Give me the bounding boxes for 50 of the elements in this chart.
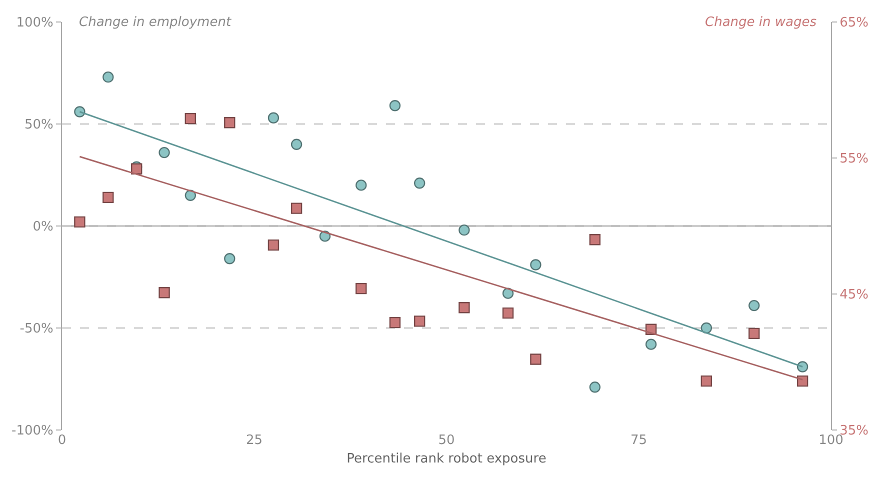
x-tick-label: 25 <box>246 433 263 448</box>
point <box>796 361 808 372</box>
point <box>74 106 86 118</box>
point <box>502 307 514 319</box>
point <box>414 316 426 327</box>
x-tick-label: 50 <box>438 433 455 448</box>
y2-tick-label: 55% <box>840 152 869 167</box>
point <box>268 239 280 251</box>
point <box>700 375 712 387</box>
point <box>158 146 170 158</box>
point <box>356 180 367 191</box>
point <box>224 253 236 264</box>
point <box>184 190 196 201</box>
y-axis-title: Change in employment <box>79 15 232 30</box>
point <box>645 338 657 350</box>
point <box>158 287 170 298</box>
point <box>184 112 196 124</box>
point <box>356 282 367 294</box>
y-tick-label: 0% <box>32 220 54 235</box>
y2-tick-label: 65% <box>840 16 869 31</box>
point <box>530 354 542 365</box>
point <box>748 328 760 340</box>
point <box>700 322 712 334</box>
y-tick-label: 100% <box>16 16 54 31</box>
x-axis-title: Percentile rank robot exposure <box>346 452 546 467</box>
point <box>268 112 280 124</box>
point <box>589 382 601 393</box>
point <box>74 216 86 228</box>
point <box>502 288 514 299</box>
point <box>458 224 470 236</box>
point <box>224 117 236 128</box>
y-tick-label: 50% <box>24 118 54 133</box>
point <box>389 100 401 112</box>
point <box>530 259 542 270</box>
point <box>589 234 601 246</box>
point <box>414 178 426 189</box>
y2-tick-label: 45% <box>840 288 869 303</box>
y-tick-label: -50% <box>20 322 54 337</box>
point <box>796 375 808 387</box>
point <box>389 316 401 328</box>
x-tick-label: 75 <box>630 433 648 448</box>
point <box>458 302 470 314</box>
y-tick-label: -100% <box>12 424 54 439</box>
y2-axis-title: Change in wages <box>705 15 817 30</box>
point <box>290 138 302 150</box>
point <box>748 300 760 312</box>
point <box>102 192 114 204</box>
x-tick-label: 0 <box>58 433 66 448</box>
point <box>102 71 114 83</box>
point <box>290 202 302 214</box>
